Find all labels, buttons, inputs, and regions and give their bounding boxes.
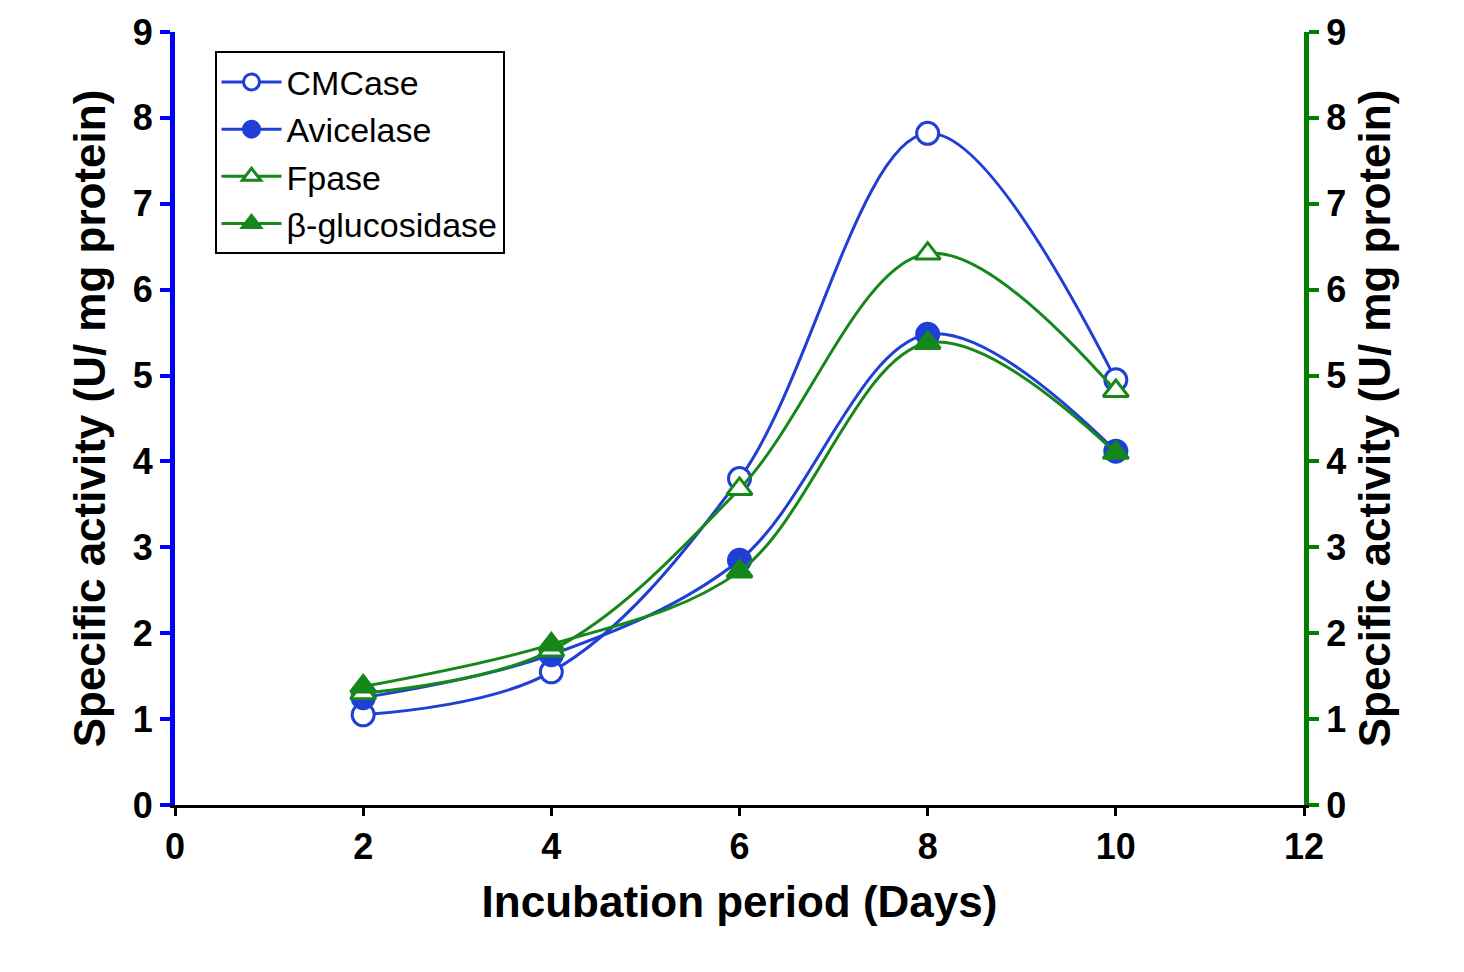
svg-text:2: 2 (133, 613, 153, 654)
svg-text:8: 8 (133, 97, 153, 138)
svg-text:0: 0 (165, 826, 185, 867)
svg-text:Incubation period (Days): Incubation period (Days) (482, 877, 998, 926)
svg-text:β-glucosidase: β-glucosidase (287, 206, 497, 244)
svg-text:6: 6 (1326, 269, 1346, 310)
svg-text:6: 6 (729, 826, 749, 867)
svg-text:Fpase: Fpase (287, 159, 382, 197)
svg-text:Avicelase: Avicelase (287, 111, 432, 149)
svg-text:9: 9 (1326, 12, 1346, 53)
svg-text:1: 1 (133, 699, 153, 740)
svg-text:Specific activity (U/ mg prote: Specific activity (U/ mg protein) (1350, 90, 1399, 748)
svg-text:12: 12 (1284, 826, 1324, 867)
svg-text:3: 3 (133, 527, 153, 568)
svg-text:0: 0 (133, 785, 153, 826)
svg-text:7: 7 (1326, 183, 1346, 224)
svg-text:CMCase: CMCase (287, 64, 419, 102)
svg-text:2: 2 (1326, 613, 1346, 654)
svg-text:Specific activity (U/ mg prote: Specific activity (U/ mg protein) (65, 90, 114, 748)
svg-text:2: 2 (353, 826, 373, 867)
svg-text:4: 4 (1326, 441, 1346, 482)
svg-text:8: 8 (918, 826, 938, 867)
svg-text:7: 7 (133, 183, 153, 224)
svg-text:9: 9 (133, 12, 153, 53)
svg-text:5: 5 (1326, 355, 1346, 396)
svg-text:6: 6 (133, 269, 153, 310)
svg-text:0: 0 (1326, 785, 1346, 826)
svg-text:10: 10 (1096, 826, 1136, 867)
svg-text:3: 3 (1326, 527, 1346, 568)
svg-text:4: 4 (133, 441, 153, 482)
svg-text:8: 8 (1326, 97, 1346, 138)
svg-text:5: 5 (133, 355, 153, 396)
svg-text:4: 4 (541, 826, 561, 867)
svg-text:1: 1 (1326, 699, 1346, 740)
